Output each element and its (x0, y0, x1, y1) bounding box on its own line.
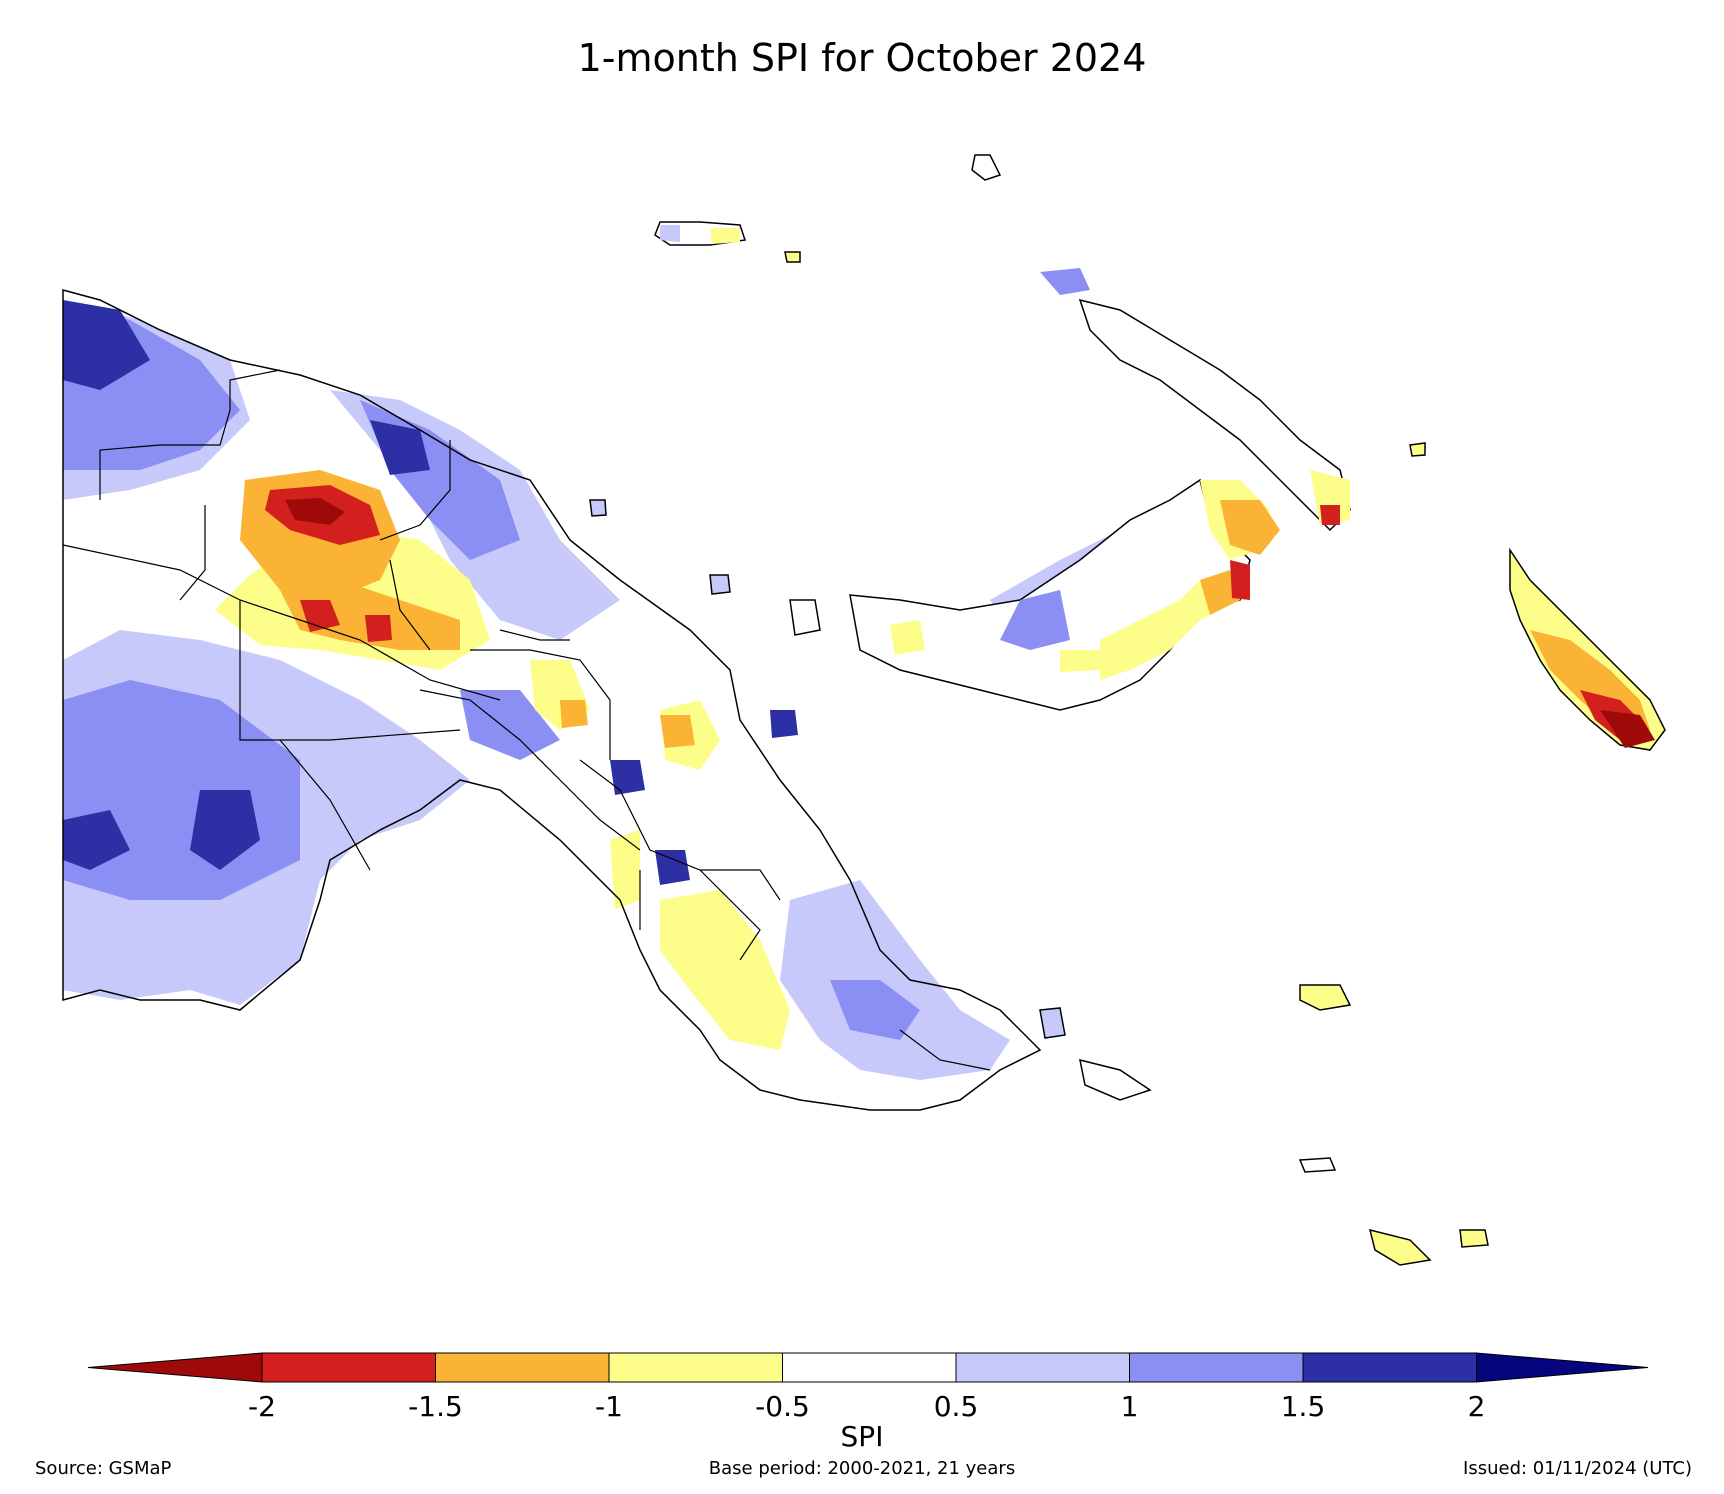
colorbar-extend-low (87, 1352, 263, 1383)
spi-nb-red (1230, 560, 1250, 600)
small-island-4 (589, 499, 607, 517)
small-island-6 (1409, 442, 1426, 457)
spi-dark-blue-spot-2 (655, 850, 690, 885)
small-island-10 (1459, 1229, 1489, 1248)
small-island-12 (1298, 1157, 1337, 1173)
spi-map (62, 154, 1666, 1266)
small-island-2 (784, 251, 801, 263)
spi-nb-yellow-west (890, 620, 925, 655)
colorbar-extend-high (1476, 1352, 1649, 1383)
colorbar-tick-label: -1 (595, 1390, 623, 1423)
spi-nb-blue (1000, 590, 1070, 650)
source-note: Source: GSMaP (35, 1458, 172, 1479)
spi-dark-blue-spot-3 (770, 710, 798, 738)
small-island-3 (709, 574, 731, 595)
spi-ni-blue (1040, 268, 1090, 295)
spi-nb-orange (1220, 500, 1280, 555)
spi-orange-spot (660, 715, 695, 748)
colorbar-tick-label: 1.5 (1281, 1390, 1326, 1423)
spi-darkred-highlands (285, 498, 345, 525)
spi-red-highlands-3 (365, 615, 392, 642)
mainland-coastline (62, 289, 1042, 1111)
base-period-note: Base period: 2000-2021, 21 years (708, 1458, 1016, 1479)
spi-red-highlands-2 (300, 600, 340, 632)
spi-orange-spot-2 (560, 700, 588, 728)
colorbar-tick-label: -0.5 (755, 1390, 810, 1423)
colorbar-segment (1302, 1352, 1477, 1383)
small-island-11 (1079, 1058, 1152, 1101)
spi-mid-blue-center (460, 690, 560, 760)
spi-dark-blue-southwest-1 (63, 810, 130, 870)
small-island-8 (1299, 984, 1352, 1011)
small-island-5 (789, 599, 821, 636)
spi-dark-blue-southwest-2 (190, 790, 260, 870)
colorbar-segment (435, 1352, 610, 1383)
colorbar-segment (608, 1352, 783, 1383)
colorbar-segment (955, 1352, 1130, 1383)
spi-dark-blue-north (370, 420, 430, 475)
colorbar-tick-label: 2 (1468, 1390, 1486, 1423)
spi-yellow-central (660, 890, 790, 1050)
spi-manus-yellow (710, 228, 740, 244)
small-island-1 (971, 154, 1002, 181)
spi-light-blue-east (780, 880, 1010, 1080)
spi-dark-blue-west (63, 300, 150, 390)
spi-ni-red (1320, 505, 1340, 525)
new-ireland-island (1078, 298, 1351, 532)
spi-dark-blue-spot-1 (610, 760, 645, 795)
spi-nb-yellow-south (1060, 650, 1100, 672)
colorbar-tick-label: -1.5 (408, 1390, 463, 1423)
map-title: 1-month SPI for October 2024 (577, 36, 1147, 80)
spi-nb-orange-2 (1200, 570, 1240, 615)
small-island-7 (1039, 1007, 1066, 1039)
province-boundaries (62, 369, 991, 1071)
spi-yellow-central-2 (610, 830, 640, 910)
spi-mid-blue-east (830, 980, 920, 1040)
issued-note: Issued: 01/11/2024 (UTC) (1463, 1458, 1692, 1479)
colorbar-tick-label: 1 (1121, 1390, 1139, 1423)
spi-manus-blue (660, 225, 680, 242)
small-island-9 (1368, 1228, 1432, 1266)
colorbar-tick-label: -2 (248, 1390, 276, 1423)
colorbar-tick-label: 0.5 (934, 1390, 979, 1423)
colorbar-label: SPI (841, 1420, 884, 1453)
colorbar-segment (261, 1352, 436, 1383)
colorbar-segment (1129, 1352, 1304, 1383)
spi-bougainville-darkred (1600, 710, 1655, 748)
colorbar-segment (782, 1352, 957, 1383)
